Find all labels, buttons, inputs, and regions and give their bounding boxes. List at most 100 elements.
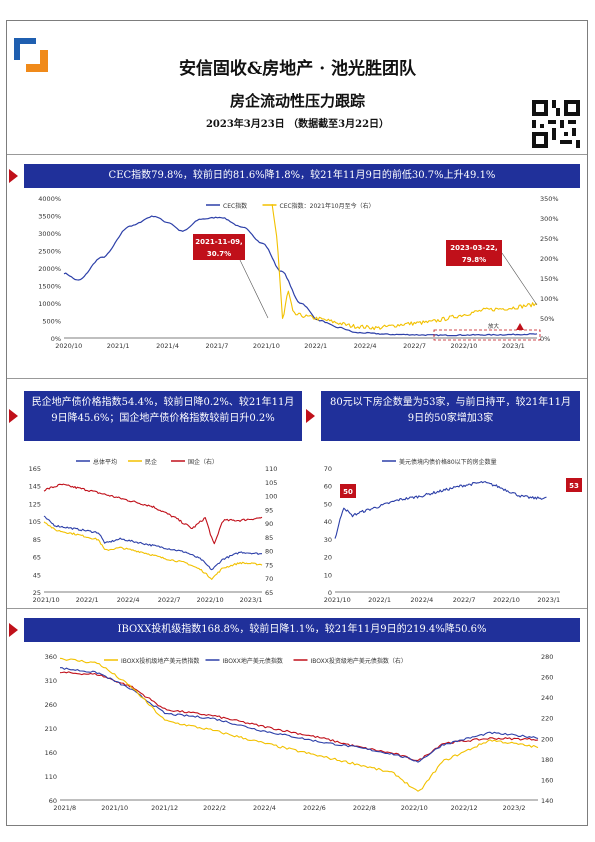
page-subtitle: 房企流动性压力跟踪: [229, 92, 365, 110]
zoom-box: [433, 329, 541, 341]
callout-left-leader: [239, 259, 269, 319]
x-tick-label: 2021/8: [53, 804, 76, 812]
zoom-label: 放大: [488, 322, 500, 330]
y-left-tick-label: 70: [324, 465, 332, 473]
x-tick-label: 2022/7: [453, 596, 476, 604]
y-left-tick-label: 165: [29, 465, 41, 473]
x-tick-label: 2022/1: [368, 596, 391, 604]
section-divider: [7, 608, 587, 609]
callout-right-line1: 2023-03-22,: [450, 244, 497, 252]
y-right-tick-label: 90: [265, 520, 273, 528]
y-right-tick-label: 95: [265, 506, 273, 514]
date-line: 2023年3月23日 （数据截至3月22日）: [205, 119, 390, 130]
callout-left-line2: 30.7%: [207, 250, 231, 258]
callout-right-leader: [501, 252, 538, 306]
x-tick-label: 2022/4: [410, 596, 433, 604]
x-tick-label: 2022/4: [354, 342, 377, 350]
y-right-tick-label: 0%: [540, 335, 550, 343]
y-right-tick-label: 50%: [540, 315, 554, 323]
x-tick-label: 2021/10: [33, 596, 60, 604]
cec-legend-label: CEC指数: [223, 202, 247, 210]
y-left-tick-label: 110: [45, 773, 57, 781]
y-left-tick-label: 40: [324, 518, 332, 526]
section-arrow-icon: [9, 623, 18, 637]
y-left-tick-label: 10: [324, 571, 332, 579]
x-tick-label: 2022/4: [253, 804, 276, 812]
y-left-tick-label: 3000%: [38, 230, 61, 238]
y-right-tick-label: 140: [541, 797, 553, 805]
logo-icon: [14, 38, 48, 72]
y-right-tick-label: 65: [265, 589, 273, 597]
iboxx-legend-label: IBOXX地产美元债指数: [223, 657, 283, 665]
callout-right-box: [446, 240, 502, 266]
cec-legend-label: CEC指数：2021年10月至今（右）: [280, 202, 375, 210]
private-legend-label: 民企: [145, 458, 157, 466]
y-left-tick-label: 1500%: [38, 283, 61, 291]
callout-left-box: [193, 234, 245, 260]
y-right-tick-label: 100: [265, 493, 277, 501]
y-right-tick-label: 160: [541, 776, 553, 784]
y-left-tick-label: 1000%: [38, 300, 61, 308]
y-left-tick-label: 210: [45, 725, 57, 733]
y-left-tick-label: 360: [45, 653, 57, 661]
private-series-private: [43, 521, 263, 580]
x-tick-label: 2022/1: [304, 342, 327, 350]
y-left-tick-label: 0%: [51, 335, 61, 343]
x-tick-label: 2022/10: [450, 342, 477, 350]
section-arrow-icon: [306, 409, 315, 423]
private-legend-label: 国企（右）: [188, 458, 218, 466]
x-tick-label: 2022/1: [76, 596, 99, 604]
count-end-label-box: [566, 478, 582, 492]
y-left-tick-label: 3500%: [38, 213, 61, 221]
y-right-tick-label: 200: [541, 735, 553, 743]
y-right-tick-label: 250%: [540, 235, 559, 243]
y-right-tick-label: 260: [541, 674, 553, 682]
y-left-tick-label: 30: [324, 536, 332, 544]
x-tick-label: 2020/10: [55, 342, 82, 350]
x-tick-label: 2023/1: [240, 596, 263, 604]
x-tick-label: 2021/1: [107, 342, 130, 350]
header-divider: [7, 154, 587, 155]
section-arrow-icon: [9, 169, 18, 183]
y-right-tick-label: 200%: [540, 255, 559, 263]
iboxx-banner: IBOXX投机级指数168.8%，较前日降1.1%，较21年11月9日的219.…: [24, 618, 580, 642]
page-frame: [6, 20, 588, 826]
count-end-label: 53: [569, 482, 579, 490]
y-left-tick-label: 25: [33, 589, 41, 597]
y-right-tick-label: 240: [541, 694, 553, 702]
x-tick-label: 2021/10: [253, 342, 280, 350]
y-left-tick-label: 60: [49, 797, 57, 805]
y-right-tick-label: 85: [265, 534, 273, 542]
y-right-tick-label: 280: [541, 653, 553, 661]
iboxx-legend-label: IBOXX投资级地产美元债指数（右）: [311, 657, 407, 665]
y-right-tick-label: 110: [265, 465, 277, 473]
page-title: 安信固收&房地产 · 池光胜团队: [178, 59, 417, 79]
x-tick-label: 2022/10: [197, 596, 224, 604]
x-tick-label: 2021/10: [101, 804, 128, 812]
private-banner: 民企地产债价格指数54.4%，较前日降0.2%、较21年11月9日降45.6%；…: [24, 391, 302, 441]
iboxx-legend-label: IBOXX投机级地产美元债指数: [121, 657, 199, 665]
count-series: [334, 481, 547, 539]
y-right-tick-label: 75: [265, 561, 273, 569]
section-arrow-icon: [9, 409, 18, 423]
count-legend-label: 美元债境内债价格80以下的房企数量: [399, 458, 497, 466]
y-right-tick-label: 100%: [540, 295, 559, 303]
y-right-tick-label: 350%: [540, 195, 559, 203]
x-tick-label: 2021/4: [156, 342, 179, 350]
x-tick-label: 2022/2: [203, 804, 226, 812]
y-left-tick-label: 50: [324, 500, 332, 508]
qr-code-icon: [532, 100, 580, 148]
x-tick-label: 2021/7: [205, 342, 228, 350]
x-tick-label: 2022/10: [401, 804, 428, 812]
y-left-tick-label: 310: [45, 677, 57, 685]
y-left-tick-label: 4000%: [38, 195, 61, 203]
y-left-tick-label: 160: [45, 749, 57, 757]
x-tick-label: 2022/7: [158, 596, 181, 604]
y-left-tick-label: 0: [328, 589, 332, 597]
private-series-state: [43, 483, 263, 545]
callout-right-line2: 79.8%: [462, 256, 486, 264]
x-tick-label: 2023/2: [503, 804, 526, 812]
x-tick-label: 2022/6: [303, 804, 326, 812]
x-tick-label: 2022/8: [353, 804, 376, 812]
y-left-tick-label: 145: [29, 483, 41, 491]
